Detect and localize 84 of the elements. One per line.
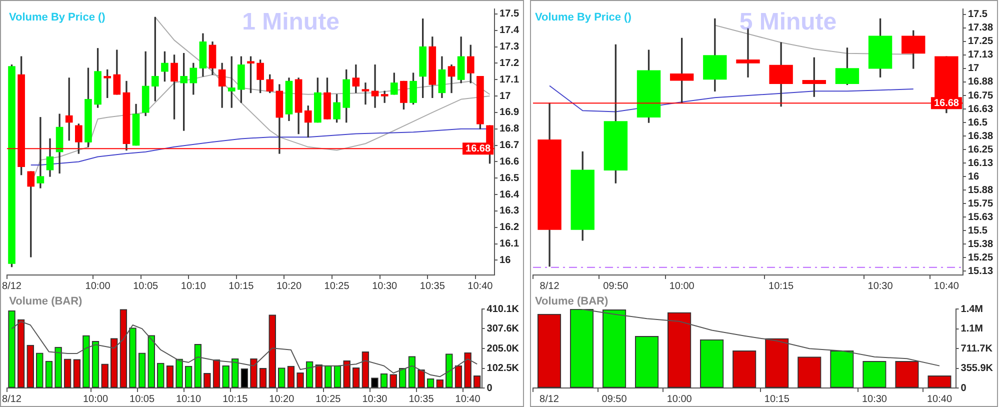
y-tick-label: 16.7 — [500, 140, 520, 152]
y-tick-label: 307.6K — [486, 323, 520, 334]
x-tick-label: 10:40 — [934, 280, 960, 292]
x-tick-label: 10:25 — [324, 280, 350, 292]
x-tick-label: 10:40 — [455, 394, 481, 405]
text: Volume (BAR) — [9, 296, 83, 308]
ref-line-label: 16.68 — [466, 143, 491, 154]
y-tick-label: 16.5 — [968, 117, 988, 128]
x-tick-label: 10:30 — [372, 280, 398, 292]
x-tick-label: 10:40 — [926, 394, 952, 405]
y-tick-label: 16.2 — [500, 222, 520, 234]
x-tick-label: 10:00 — [666, 394, 692, 405]
x-tick-label: 10:05 — [133, 280, 159, 292]
y-tick-label: 0 — [960, 382, 967, 394]
x-tick-label: 10:15 — [222, 394, 248, 405]
x-tick-label: 10:30 — [868, 280, 894, 292]
x-tick-label: 09:50 — [603, 280, 629, 292]
x-tick-label: 10:15 — [228, 280, 254, 292]
y-tick-label: 16.9 — [500, 107, 520, 118]
y-tick-label: 16 — [968, 171, 980, 182]
y-tick-label: 17.13 — [968, 50, 994, 61]
y-tick-label: 17.4 — [500, 25, 520, 36]
x-tick-label: 10:15 — [768, 280, 794, 292]
x-tick-label: 10:30 — [862, 394, 888, 405]
y-tick-label: 16.13 — [968, 158, 994, 169]
y-tick-label: 17.38 — [968, 22, 994, 34]
x-tick-label: 10:35 — [408, 394, 434, 405]
y-tick-label: 102.5K — [486, 363, 520, 374]
y-tick-label: 16.88 — [968, 76, 994, 88]
y-tick-label: 17.3 — [500, 42, 520, 53]
x-tick-label: 09:50 — [602, 394, 628, 405]
y-tick-label: 17.2 — [500, 58, 520, 69]
y-tick-label: 15.88 — [968, 184, 994, 196]
x-tick-label: 8/12 — [2, 394, 22, 405]
y-tick-label: 17.5 — [968, 9, 988, 20]
y-tick-label: 1.4M — [960, 304, 983, 315]
y-tick-label: 15.13 — [968, 266, 994, 277]
y-tick-label: 16.3 — [500, 206, 520, 217]
x-tick-label: 10:10 — [176, 394, 202, 405]
y-tick-label: 205.0K — [486, 343, 520, 354]
ref-line-label: 16.68 — [934, 98, 960, 109]
y-tick-label: 16.6 — [500, 156, 520, 168]
y-tick-label: 16.4 — [500, 189, 520, 200]
x-tick-label: 10:00 — [83, 394, 108, 405]
y-tick-label: 16.75 — [968, 90, 994, 102]
y-tick-label: 16.25 — [968, 144, 994, 156]
y-tick-label: 16 — [500, 254, 512, 266]
x-tick-label: 10:15 — [764, 394, 790, 405]
y-tick-label: 1.1M — [960, 324, 983, 334]
y-tick-label: 17.5 — [500, 8, 520, 20]
x-tick-label: 10:35 — [420, 280, 446, 292]
y-tick-label: 711.7K — [960, 343, 994, 354]
y-tick-label: 17 — [968, 63, 980, 74]
text: Volume (BAR) — [535, 296, 608, 308]
x-tick-label: 10:30 — [362, 394, 388, 405]
y-tick-label: 16.38 — [968, 130, 994, 142]
y-tick-label: 15.75 — [968, 198, 994, 210]
x-tick-label: 8/12 — [540, 280, 560, 292]
y-tick-label: 16.8 — [500, 124, 520, 135]
x-tick-label: 8/12 — [2, 280, 22, 292]
y-tick-label: 15.25 — [968, 252, 994, 264]
annotation: Volume By Price () — [535, 12, 632, 24]
y-tick-label: 16.1 — [500, 238, 520, 250]
x-tick-label: 10:20 — [269, 394, 295, 405]
x-tick-label: 8/12 — [540, 394, 560, 405]
x-tick-label: 10:20 — [276, 280, 302, 292]
y-tick-label: 16.5 — [500, 172, 520, 184]
x-tick-label: 10:25 — [316, 394, 342, 405]
x-tick-label: 10:00 — [85, 280, 111, 292]
y-tick-label: 410.1K — [486, 304, 520, 315]
y-tick-label: 17.25 — [968, 36, 994, 48]
y-tick-label: 15.63 — [968, 212, 994, 223]
x-tick-label: 10:10 — [180, 280, 206, 292]
x-tick-label: 10:40 — [468, 280, 494, 292]
x-tick-label: 10:05 — [130, 394, 155, 405]
y-tick-label: 17.1 — [500, 74, 520, 86]
x-tick-label: 10:00 — [669, 280, 695, 292]
annotation: Volume By Price () — [8, 12, 106, 24]
y-tick-label: 17 — [500, 90, 512, 102]
y-tick-label: 355.9K — [960, 363, 994, 374]
y-tick-label: 16.63 — [968, 104, 994, 115]
y-tick-label: 15.38 — [968, 238, 994, 250]
y-tick-label: 15.5 — [968, 225, 988, 236]
y-tick-label: 0 — [486, 382, 493, 394]
